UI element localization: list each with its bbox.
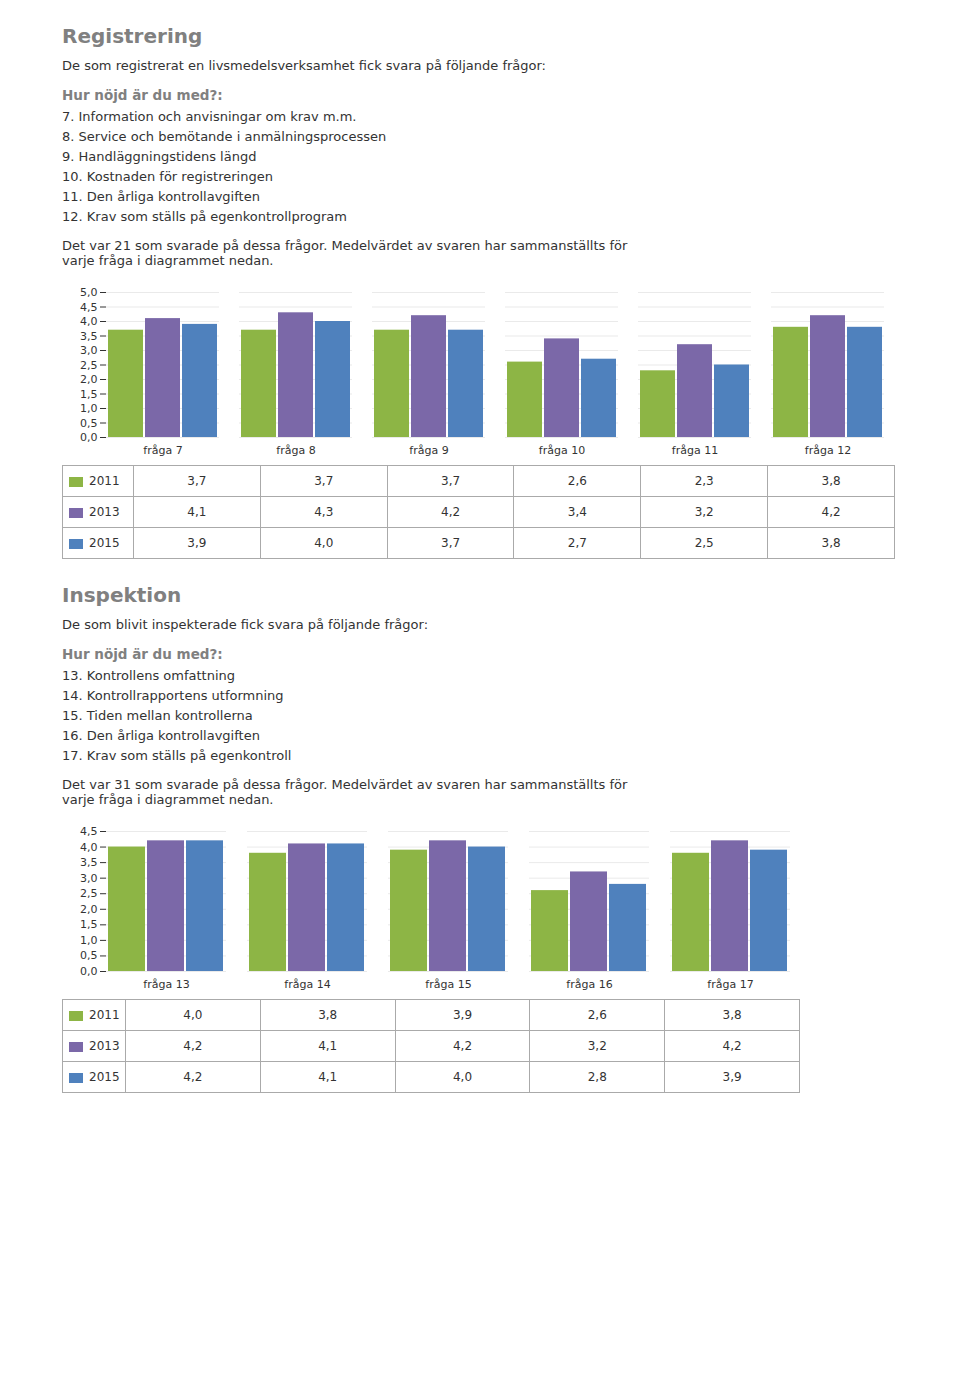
html-text:3,8: 3,8 (318, 1008, 338, 1022)
svg-text:4,0: 4,0 (80, 841, 98, 854)
svg-text:2,0: 2,0 (80, 373, 98, 386)
html-text:4,2: 4,2 (722, 1039, 742, 1053)
html-text:15. Tiden mellan kontrollerna: 15. Tiden mellan kontrollerna (62, 708, 253, 723)
html-text:12. Krav som ställs på egenkon: 12. Krav som ställs på egenkontrollprogr… (62, 209, 347, 224)
html-text:3,8: 3,8 (722, 1008, 742, 1022)
svg-text:3,5: 3,5 (80, 856, 98, 869)
html-text:4,3: 4,3 (314, 505, 334, 519)
html-text:9. Handläggningstidens längd: 9. Handläggningstidens längd (62, 149, 257, 164)
svg-text:fråga 7: fråga 7 (143, 444, 182, 457)
html-text:4,2: 4,2 (441, 505, 461, 519)
svg-text:3,5: 3,5 (80, 330, 98, 343)
svg-text:1,0: 1,0 (80, 402, 98, 415)
html-text:10. Kostnaden för registrering: 10. Kostnaden för registreringen (62, 169, 273, 184)
svg-text:fråga 8: fråga 8 (276, 444, 315, 457)
html-text:3,9: 3,9 (452, 1008, 472, 1022)
svg-text:fråga 14: fråga 14 (284, 978, 330, 991)
html-text:17. Krav som ställs på egenkon: 17. Krav som ställs på egenkontroll (62, 748, 292, 763)
html-text:4,1: 4,1 (318, 1039, 338, 1053)
html-text:3,7: 3,7 (441, 536, 461, 550)
svg-text:fråga 11: fråga 11 (672, 444, 718, 457)
svg-text:0,5: 0,5 (80, 949, 98, 962)
html-text:4,2: 4,2 (183, 1039, 203, 1053)
html-text:Det var 21 som svarade på dess: Det var 21 som svarade på dessa frågor. … (62, 238, 628, 268)
html-text:4,0: 4,0 (452, 1070, 472, 1084)
html-text:2,8: 2,8 (587, 1070, 607, 1084)
html-text:3,8: 3,8 (821, 536, 841, 550)
svg-text:fråga 16: fråga 16 (566, 978, 612, 991)
svg-text:fråga 10: fråga 10 (539, 444, 585, 457)
html-text:2,5: 2,5 (694, 536, 714, 550)
svg-text:2,5: 2,5 (80, 887, 98, 900)
html-text:8. Service och bemötande i anm: 8. Service och bemötande i anmälningspro… (62, 129, 387, 144)
html-text:14. Kontrollrapportens utformn: 14. Kontrollrapportens utformning (62, 688, 284, 703)
html-text:2,6: 2,6 (567, 474, 587, 488)
html-text:2,3: 2,3 (694, 474, 714, 488)
html-text:3,7: 3,7 (314, 474, 334, 488)
svg-text:5,0: 5,0 (80, 286, 98, 299)
html-text:2011: 2011 (89, 1008, 120, 1022)
html-text:De som blivit inspekterade fic: De som blivit inspekterade fick svara på… (62, 617, 428, 632)
html-text:Hur nöjd är du med?:: Hur nöjd är du med?: (62, 87, 223, 103)
svg-text:4,5: 4,5 (80, 301, 98, 314)
html-text:4,2: 4,2 (452, 1039, 472, 1053)
svg-text:3,0: 3,0 (80, 872, 98, 885)
svg-text:fråga 12: fråga 12 (805, 444, 851, 457)
html-text:Hur nöjd är du med?:: Hur nöjd är du med?: (62, 646, 223, 662)
html-text:2011: 2011 (89, 474, 120, 488)
svg-text:fråga 13: fråga 13 (143, 978, 189, 991)
html-text:13. Kontrollens omfattning: 13. Kontrollens omfattning (62, 668, 236, 683)
html-text:3,2: 3,2 (587, 1039, 607, 1053)
html-text:2013: 2013 (89, 1039, 120, 1053)
svg-text:fråga 15: fråga 15 (425, 978, 471, 991)
html-text:4,2: 4,2 (821, 505, 841, 519)
html-text:2015: 2015 (89, 1070, 120, 1084)
svg-text:0,0: 0,0 (80, 431, 98, 444)
html-text:4,1: 4,1 (318, 1070, 338, 1084)
svg-text:1,5: 1,5 (80, 918, 98, 931)
html-text:3,7: 3,7 (441, 474, 461, 488)
html-text:2015: 2015 (89, 536, 120, 550)
svg-text:4,5: 4,5 (80, 825, 98, 838)
html-text:3,7: 3,7 (187, 474, 207, 488)
html-text:3,2: 3,2 (694, 505, 714, 519)
html-text:3,4: 3,4 (567, 505, 587, 519)
html-text:Inspektion: Inspektion (62, 583, 182, 607)
svg-text:1,5: 1,5 (80, 388, 98, 401)
html-text:3,8: 3,8 (821, 474, 841, 488)
svg-text:0,0: 0,0 (80, 965, 98, 978)
html-text:3,9: 3,9 (187, 536, 207, 550)
svg-text:3,0: 3,0 (80, 344, 98, 357)
html-text:2013: 2013 (89, 505, 120, 519)
html-text:2,6: 2,6 (587, 1008, 607, 1022)
html-text:2,7: 2,7 (567, 536, 587, 550)
html-text:Det var 31 som svarade på dess: Det var 31 som svarade på dessa frågor. … (62, 777, 628, 807)
svg-text:fråga 17: fråga 17 (707, 978, 753, 991)
html-text:3,9: 3,9 (722, 1070, 742, 1084)
svg-text:2,5: 2,5 (80, 359, 98, 372)
html-text:11. Den årliga kontrollavgifte: 11. Den årliga kontrollavgiften (62, 189, 260, 204)
svg-text:2,0: 2,0 (80, 903, 98, 916)
svg-text:0,5: 0,5 (80, 417, 98, 430)
html-text:Registrering: Registrering (62, 24, 203, 48)
svg-text:fråga 9: fråga 9 (409, 444, 448, 457)
html-text:4,2: 4,2 (183, 1070, 203, 1084)
html-text:7. Information och anvisningar: 7. Information och anvisningar om krav m… (62, 109, 357, 124)
html-text:4,0: 4,0 (183, 1008, 203, 1022)
html-text:4,1: 4,1 (187, 505, 207, 519)
html-text:16. Den årliga kontrollavgifte: 16. Den årliga kontrollavgiften (62, 728, 260, 743)
svg-text:4,0: 4,0 (80, 315, 98, 328)
html-text:4,0: 4,0 (314, 536, 334, 550)
html-text:De som registrerat en livsmede: De som registrerat en livsmedelsverksamh… (62, 58, 546, 73)
svg-text:1,0: 1,0 (80, 934, 98, 947)
